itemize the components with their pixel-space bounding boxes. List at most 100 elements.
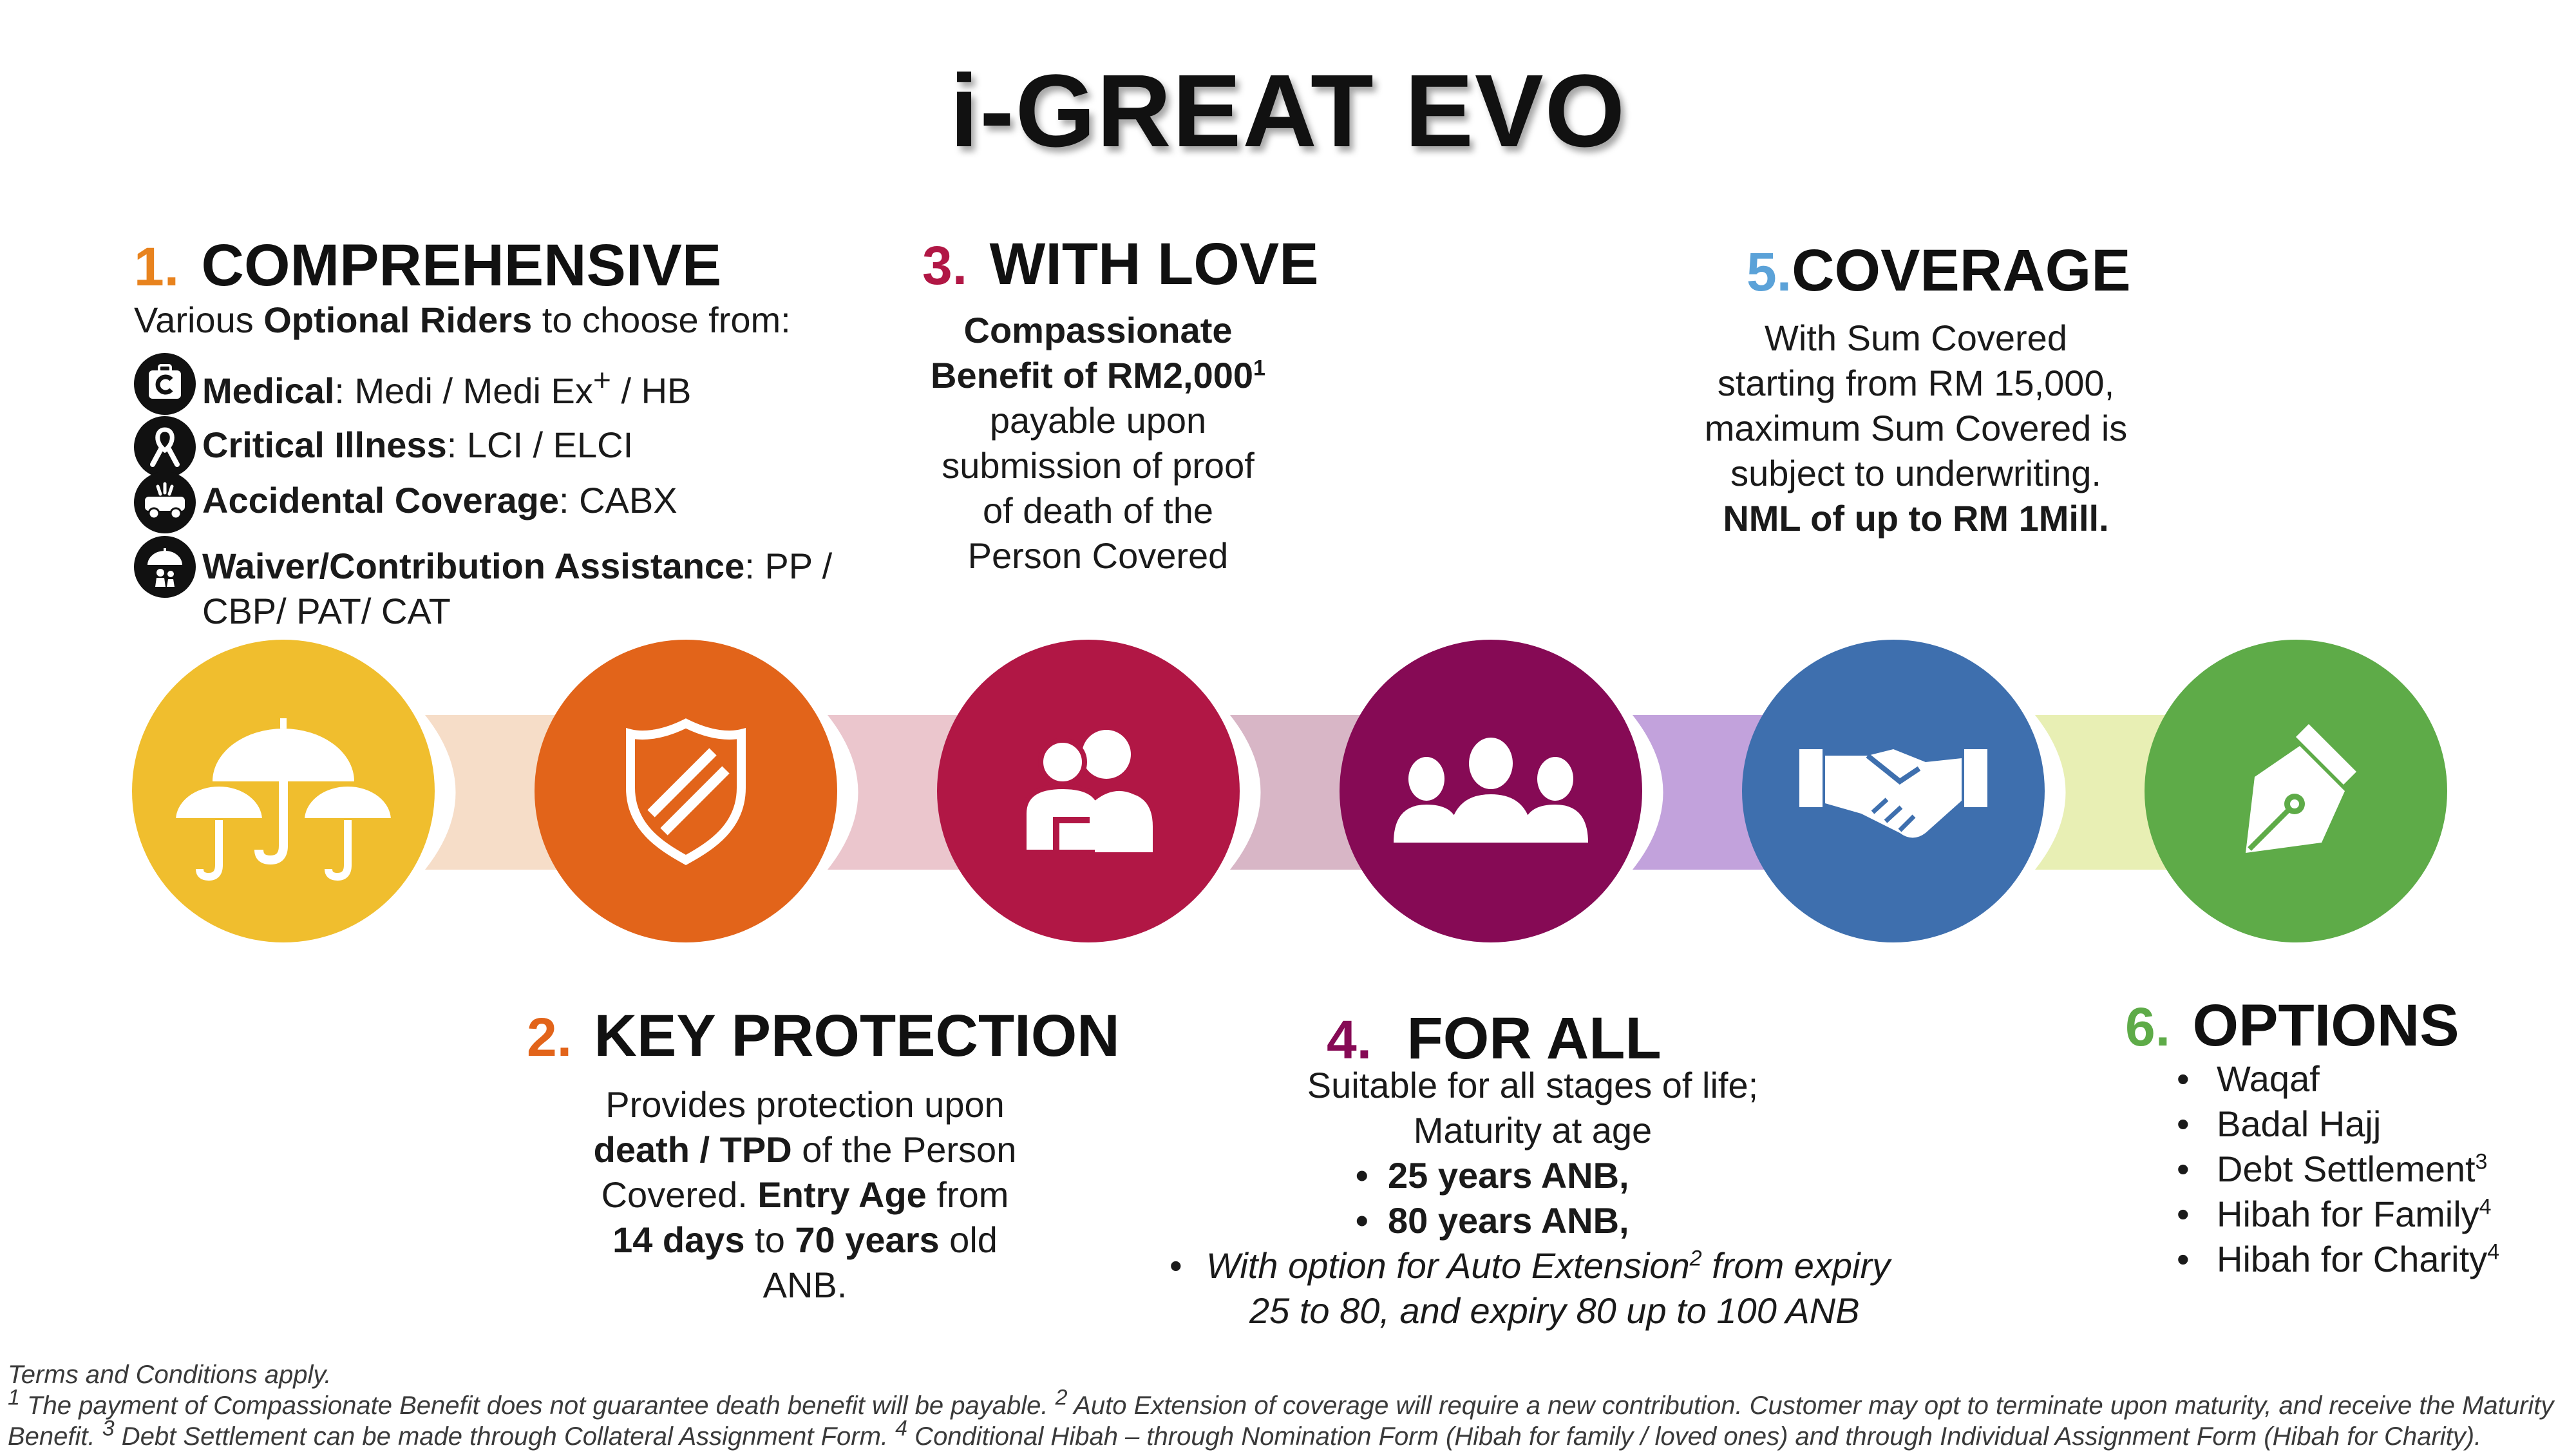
page-title: i-GREAT EVO	[949, 53, 1627, 168]
list-item: Hibah for Family4	[2170, 1192, 2499, 1237]
text-bold: death / TPD	[593, 1129, 792, 1170]
accident-icon	[134, 472, 196, 533]
circle-with-love	[937, 640, 1240, 942]
bullet-text: 25 years ANB,	[1388, 1155, 1629, 1196]
intro-text-end: to choose from:	[532, 300, 791, 340]
footnote-ref: 4	[2479, 1194, 2492, 1219]
text-span: Covered.	[601, 1174, 758, 1215]
circle-coverage	[1742, 640, 2045, 942]
for-all-text: Suitable for all stages of life; Maturit…	[1133, 1063, 1932, 1333]
text-line: Maturity at age	[1413, 1110, 1653, 1151]
text-line: maximum Sum Covered is	[1704, 408, 2128, 448]
text-bold: 70 years	[795, 1219, 940, 1260]
section-number: 6.	[2125, 997, 2171, 1057]
option-text: Hibah for Family	[2217, 1194, 2479, 1234]
rider-detail: / HB	[611, 370, 692, 411]
timeline-connectors	[425, 715, 2177, 870]
list-item: Hibah for Charity4	[2170, 1237, 2499, 1282]
section-number: 2.	[527, 1007, 573, 1067]
fountain-pen-icon	[2246, 724, 2356, 853]
rider-detail: : PP /	[744, 546, 833, 586]
footnote-text: Conditional Hibah – through Nomination F…	[907, 1422, 2482, 1451]
ribbon-icon	[134, 416, 196, 478]
footnote-ref: 1	[1253, 356, 1265, 381]
footnotes: Terms and Conditions apply. 1 The paymen…	[8, 1359, 2571, 1452]
footnote-lines: 1 The payment of Compassionate Benefit d…	[8, 1387, 2571, 1452]
bullet-text: from expiry	[1701, 1245, 1891, 1286]
section-heading: KEY PROTECTION	[594, 1003, 1120, 1069]
text-span: old	[939, 1219, 998, 1260]
rider-detail: : CABX	[558, 480, 677, 521]
section-heading: COMPREHENSIVE	[201, 233, 722, 298]
text-line: NML of up to RM 1Mill.	[1723, 498, 2109, 539]
text-line: death / TPD of the Person	[567, 1127, 1043, 1172]
text-span: from	[926, 1174, 1009, 1215]
text-span: of the Person	[791, 1129, 1017, 1170]
rider-detail: : Medi / Medi Ex	[334, 370, 593, 411]
text-line: submission of proof	[942, 445, 1255, 486]
circle-options	[2145, 640, 2447, 942]
umbrellas-icon	[171, 718, 395, 881]
medical-icon	[134, 353, 196, 415]
intro-bold: Optional Riders	[263, 300, 533, 340]
text-bold: Entry Age	[757, 1174, 927, 1215]
caring-people-icon	[1021, 730, 1153, 855]
footnote-ref: 4	[895, 1416, 908, 1441]
rider-name: Accidental Coverage	[202, 480, 559, 521]
list-item: Badal Hajj	[2170, 1102, 2499, 1147]
footnote-text: Debt Settlement can be made through Coll…	[114, 1422, 896, 1451]
rider-detail: : LCI / ELCI	[446, 425, 634, 465]
circle-comprehensive	[132, 640, 435, 942]
section-heading: COVERAGE	[1792, 238, 2131, 303]
connector-3	[1230, 715, 1372, 870]
footnote-ref: 4	[2487, 1239, 2500, 1265]
shield-icon	[626, 718, 746, 865]
text-line: Person Covered	[967, 535, 1229, 576]
text-line: Provides protection upon	[605, 1084, 1005, 1125]
option-text: Debt Settlement	[2217, 1149, 2476, 1189]
rider-label: Accidental Coverage: CABX	[202, 478, 677, 523]
section-key-protection: 2. KEY PROTECTION	[527, 1002, 1120, 1070]
footnote-text: Benefit.	[8, 1422, 102, 1451]
list-item: Debt Settlement3	[2170, 1147, 2499, 1192]
text-line: ANB.	[762, 1265, 848, 1305]
section-heading: WITH LOVE	[989, 231, 1319, 297]
text-bold: 14 days	[612, 1219, 745, 1260]
text-line: starting from RM 15,000,	[1717, 363, 2115, 403]
umbrella-family-icon	[134, 536, 196, 598]
section-options: 6. OPTIONS	[2125, 992, 2459, 1060]
bullet-item: • With option for Auto Extension2 from ex…	[1170, 1245, 1891, 1286]
connector-1	[425, 715, 567, 870]
rider-label: Critical Illness: LCI / ELCI	[202, 423, 633, 468]
bullet-text: With option for Auto Extension	[1206, 1245, 1690, 1286]
section-with-love: 3. WITH LOVE	[922, 231, 1319, 298]
footnote-text: Auto Extension of coverage will require …	[1067, 1391, 2554, 1420]
rider-label: Waiver/Contribution Assistance: PP / CBP/…	[202, 544, 832, 634]
section-for-all: 4. FOR ALL	[1327, 1005, 1662, 1073]
list-item: Waqaf	[2170, 1056, 2499, 1102]
section-number: 1.	[134, 236, 180, 297]
text-line: 14 days to 70 years old	[567, 1218, 1043, 1263]
text-span: to	[744, 1219, 795, 1260]
benefit-amount: Benefit of RM2,000	[931, 355, 1254, 396]
text-line: Compassionate	[963, 310, 1233, 350]
footnote-ref: 1	[8, 1385, 20, 1410]
rider-name: Medical	[202, 370, 335, 411]
footnote-text: The payment of Compassionate Benefit doe…	[19, 1391, 1056, 1420]
text-line: payable upon	[989, 400, 1207, 441]
section-heading: OPTIONS	[2192, 993, 2459, 1058]
rider-waiver: Waiver/Contribution Assistance: PP / CBP/…	[134, 536, 832, 634]
option-text: Waqaf	[2217, 1058, 2320, 1099]
footnote-ref: 2	[1689, 1246, 1702, 1271]
section-comprehensive: 1. COMPREHENSIVE	[134, 232, 721, 300]
text-line: of death of the	[982, 490, 1214, 531]
option-text: Badal Hajj	[2217, 1103, 2382, 1144]
footnote-ref: 3	[2475, 1149, 2488, 1174]
rider-accidental: Accidental Coverage: CABX	[134, 472, 677, 533]
text-line: Covered. Entry Age from	[567, 1172, 1043, 1218]
key-protection-text: Provides protection upon death / TPD of …	[567, 1082, 1043, 1308]
text-line: Benefit of RM2,0001	[863, 353, 1333, 398]
rider-critical-illness: Critical Illness: LCI / ELCI	[134, 416, 633, 478]
group-icon	[1394, 738, 1588, 843]
section-heading: FOR ALL	[1406, 1006, 1662, 1071]
